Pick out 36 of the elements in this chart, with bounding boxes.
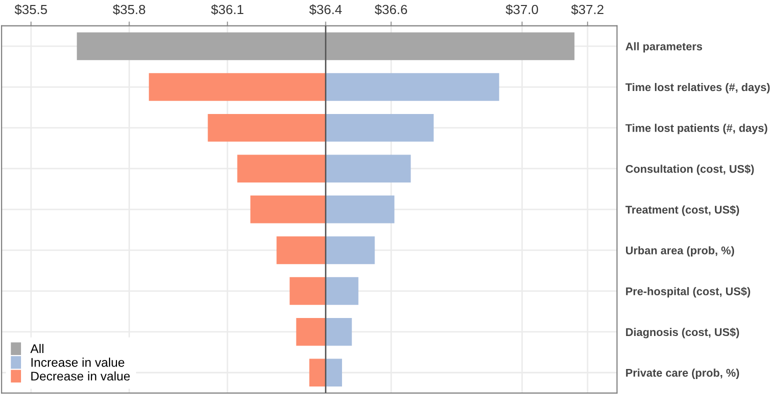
y-tick-label: Diagnosis (cost, US$) [626,328,740,338]
legend-label: All [30,344,44,353]
y-tick-label: Private care (prob, %) [626,368,740,379]
legend-label: Increase in value [31,358,124,367]
bar [326,236,375,264]
legend-label: Decrease in value [31,371,130,381]
bar [326,318,352,346]
bar [250,196,326,224]
bar [326,358,342,386]
x-tick-label: $37.2 [571,4,604,15]
bar [326,114,434,142]
bar [208,114,326,142]
bar [148,73,326,101]
bar [290,277,326,305]
x-tick-label: $36.6 [374,4,408,15]
x-tick-label: $36.1 [211,4,244,15]
y-tick-label: Treatment (cost, US$) [625,205,740,216]
bar [326,73,500,101]
bar [309,358,326,386]
x-tick-label: $37.0 [506,4,538,15]
y-tick-label: Urban area (prob, %) [626,246,734,257]
bar [237,154,326,182]
y-tick-label: Time lost patients (#, days) [625,124,768,134]
bar [276,236,326,264]
y-tick-label: All parameters [626,42,702,53]
y-tick-label: Pre-hospital (cost, US$) [626,286,750,298]
x-tick-label: $36.4 [309,4,342,15]
x-tick-label: $35.8 [112,4,146,15]
y-tick-label: Time lost relatives (#, days) [625,82,770,94]
x-tick-label: $35.5 [14,4,47,15]
bar [326,154,411,182]
bar [76,32,574,60]
y-tick-label: Consultation (cost, US$) [626,164,754,176]
bar [326,277,358,305]
bar [296,318,326,346]
bar [326,196,394,224]
